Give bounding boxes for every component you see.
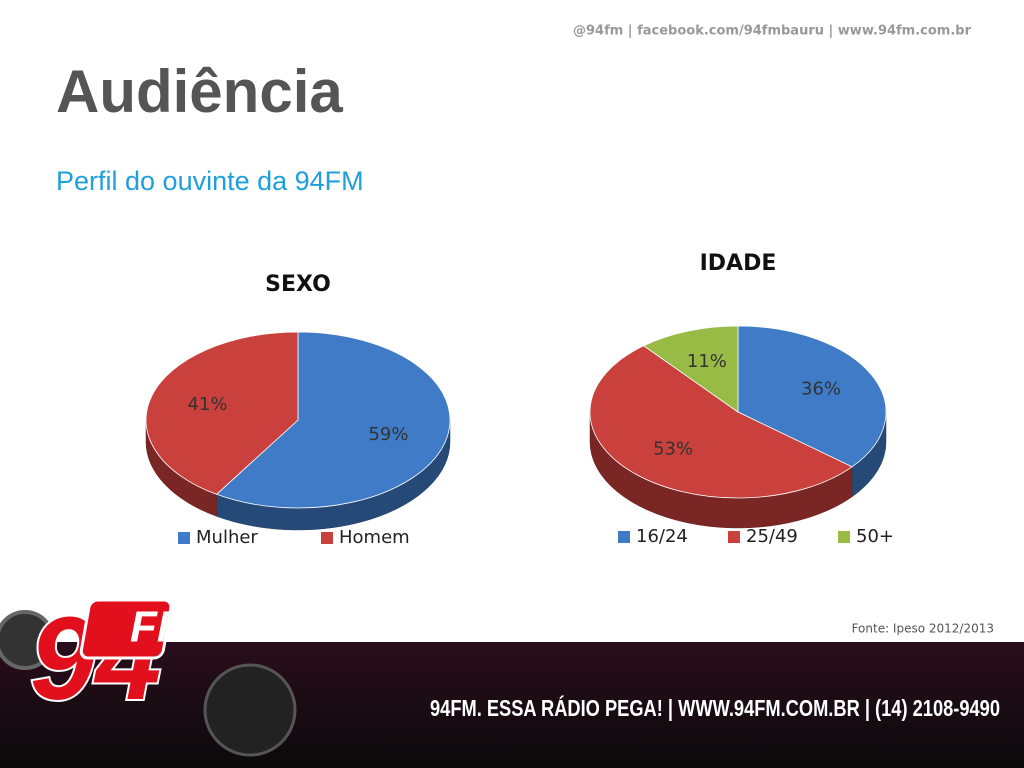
legend-swatch [618,531,630,543]
legend-swatch [838,531,850,543]
pie-slice [589,345,853,499]
slide-title: Audiência [56,58,343,125]
speaker [0,610,55,670]
legend-label: 16/24 [636,526,688,547]
legend-swatch [728,531,740,543]
data-label: 36% [801,378,841,399]
legend-label: 50+ [856,526,894,547]
slogan: 94FM. ESSA RÁDIO PEGA! | WWW.94FM.COM.BR… [430,694,1000,721]
legend-swatch [321,532,333,544]
pie-slice [642,325,739,413]
chart-title: IDADE [700,251,777,276]
legend-label: 25/49 [746,526,798,547]
pie-slice [145,331,299,495]
pie-slice [737,325,887,468]
pie-slice [215,331,451,509]
source: Fonte: Ipeso 2012/2013 [852,622,994,636]
legend-label: Mulher [196,527,258,548]
footer-band [0,642,1024,768]
charts: SEXO 59% 41% Mulher Homem IDADE 36% 53% 11% 16/24… [145,251,894,548]
data-label: 53% [653,439,693,460]
data-label: 41% [187,394,227,415]
turntable [203,663,297,757]
data-label: 11% [687,351,727,372]
legend-swatch [178,532,190,544]
social-links: @94fm | facebook.com/94fmbauru | www.94f… [573,24,972,39]
data-label: 59% [368,424,408,445]
logo-suffix: FM [130,603,195,652]
slide-subtitle: Perfil do ouvinte da 94FM [56,166,364,196]
legend-label: Homem [339,527,410,548]
logo-box [79,598,173,660]
chart-title: SEXO [265,272,331,297]
